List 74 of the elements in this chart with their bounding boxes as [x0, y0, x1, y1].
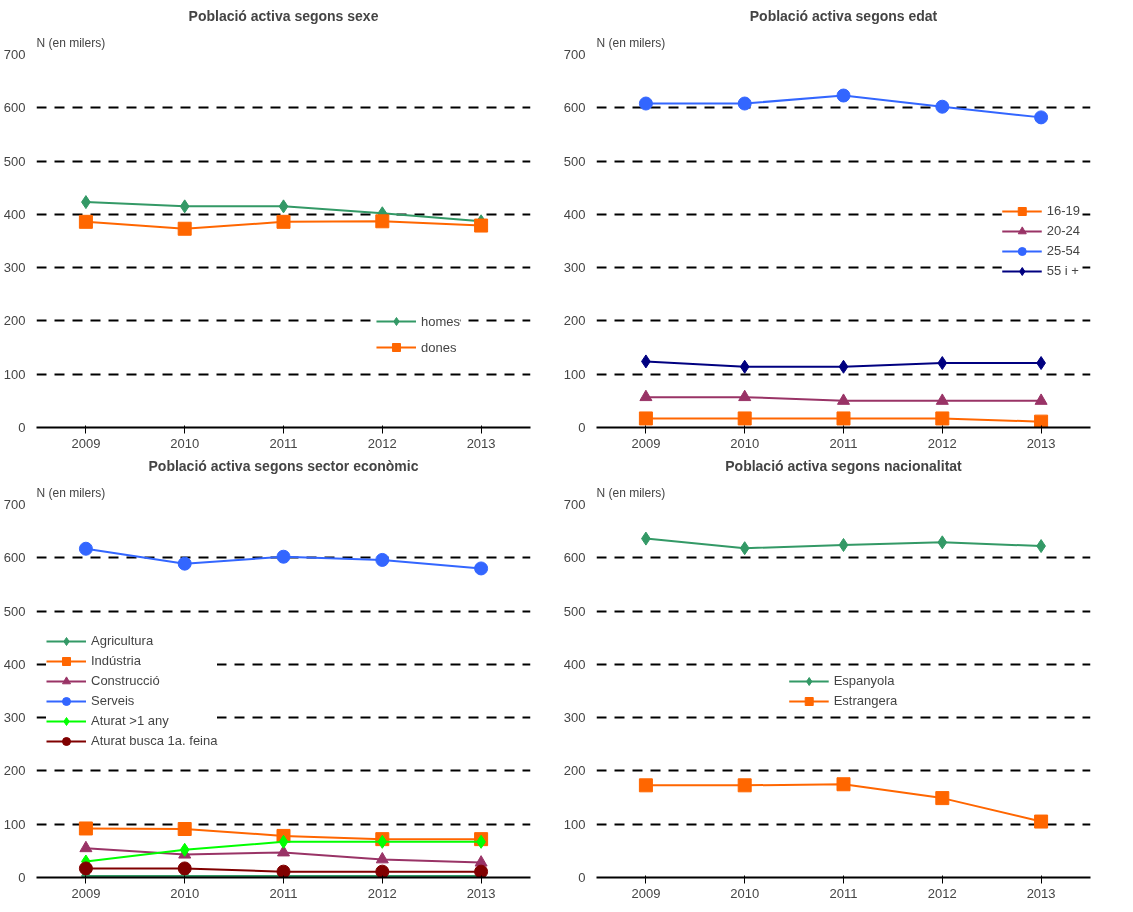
y-tick-label: 300 [3, 260, 26, 276]
y-tick-label: 400 [563, 656, 586, 672]
y-tick-label: 300 [563, 260, 586, 276]
x-tick-label: 2012 [367, 435, 397, 451]
x-tick-label: 2012 [927, 885, 957, 901]
chart-title: Població activa segons edat [749, 7, 938, 24]
y-axis-title: N (en milers) [596, 35, 666, 50]
y-tick-label: 200 [563, 763, 586, 779]
x-tick-label: 2013 [1026, 435, 1056, 451]
y-tick-label: 600 [3, 100, 26, 116]
y-tick-label: 100 [563, 366, 586, 382]
x-tick-label: 2013 [1026, 885, 1056, 901]
y-tick-label: 100 [3, 816, 26, 832]
x-tick-label: 2011 [829, 885, 858, 901]
x-tick-label: 2010 [170, 885, 200, 901]
x-tick-label: 2009 [71, 435, 101, 451]
y-tick-label: 600 [3, 550, 26, 566]
x-tick-label: 2010 [730, 435, 760, 451]
legend-label: 25-54 [1046, 243, 1080, 258]
chart-title: Població activa segons sector econòmic [148, 457, 419, 474]
x-tick-label: 2009 [631, 435, 661, 451]
x-tick-label: 2011 [269, 885, 298, 901]
x-tick-label: 2010 [170, 435, 200, 451]
y-tick-label: 500 [3, 603, 26, 619]
y-tick-label: 600 [563, 100, 586, 116]
y-tick-label: 700 [3, 497, 26, 512]
y-tick-label: 300 [563, 710, 586, 726]
legend-label: 55 i + [1046, 263, 1079, 278]
chart-title: Població activa segons nacionalitat [725, 457, 963, 474]
legend-label: 20-24 [1046, 223, 1080, 238]
x-tick-label: 2009 [631, 885, 661, 901]
y-axis-title: N (en milers) [596, 485, 666, 500]
legend-label: Espanyola [833, 673, 895, 688]
y-tick-label: 500 [563, 603, 586, 619]
y-tick-label: 0 [18, 420, 26, 435]
legend-label: Indústria [91, 653, 141, 668]
x-tick-label: 2013 [466, 885, 496, 901]
y-tick-label: 600 [563, 550, 586, 566]
y-axis-title: N (en milers) [36, 485, 106, 500]
y-tick-label: 400 [3, 656, 26, 672]
y-tick-label: 400 [3, 206, 26, 222]
y-tick-label: 100 [3, 366, 26, 382]
y-tick-label: 200 [3, 313, 26, 329]
legend-label: Aturat >1 any [91, 713, 169, 728]
x-tick-label: 2009 [71, 885, 101, 901]
chart-title: Població activa segons sexe [188, 7, 379, 24]
legend-label: dones [420, 339, 457, 355]
x-tick-label: 2013 [466, 435, 496, 451]
y-tick-label: 200 [563, 313, 586, 329]
x-tick-label: 2011 [829, 435, 858, 451]
y-tick-label: 0 [18, 870, 26, 885]
y-tick-label: 100 [563, 816, 586, 832]
y-tick-label: 700 [563, 47, 586, 62]
y-tick-label: 200 [3, 763, 26, 779]
legend-label: Construcció [91, 673, 160, 688]
y-tick-label: 500 [563, 153, 586, 169]
y-tick-label: 0 [578, 420, 586, 435]
y-tick-label: 400 [563, 206, 586, 222]
x-tick-label: 2012 [367, 885, 397, 901]
legend-label: Estrangera [833, 693, 898, 708]
x-tick-label: 2012 [927, 435, 957, 451]
legend-label: Agricultura [91, 633, 154, 648]
legend-label: homes [420, 313, 460, 329]
y-tick-label: 700 [3, 47, 26, 62]
y-axis-title: N (en milers) [36, 35, 106, 50]
legend-label: Serveis [91, 693, 135, 708]
x-tick-label: 2010 [730, 885, 760, 901]
legend-label: 16-19 [1046, 203, 1080, 218]
y-tick-label: 700 [563, 497, 586, 512]
y-tick-label: 500 [3, 153, 26, 169]
legend-label: Aturat busca 1a. feina [91, 733, 218, 748]
y-tick-label: 300 [3, 710, 26, 726]
x-tick-label: 2011 [269, 435, 298, 451]
y-tick-label: 0 [578, 870, 586, 885]
